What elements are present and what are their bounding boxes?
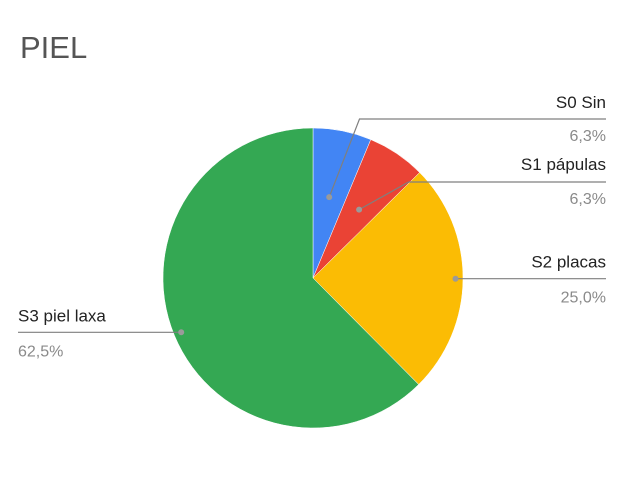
pie-slices [162, 127, 464, 429]
slice-value-s1-papulas: 6,3% [570, 191, 606, 208]
leader-line-s0-sin [328, 118, 606, 198]
slice-value-s3-piel-laxa: 62,5% [18, 343, 63, 360]
slice-value-s2-placas: 25,0% [561, 290, 606, 307]
pie-slice-s3-piel-laxa [162, 127, 420, 429]
leader-dot-s2-placas [452, 275, 459, 282]
leader-dot-s1-papulas [356, 206, 363, 213]
slice-label-s1-papulas: S1 pápulas [521, 155, 606, 174]
leader-lines [18, 118, 606, 336]
slice-value-s0-sin: 6,3% [570, 128, 606, 145]
slice-label-s0-sin: S0 Sin [556, 93, 606, 112]
leader-dot-s3-piel-laxa [178, 329, 185, 336]
leader-dot-s0-sin [326, 194, 333, 201]
leader-line-s1-papulas [358, 181, 606, 211]
slice-label-s3-piel-laxa: S3 piel laxa [18, 306, 106, 325]
slice-label-s2-placas: S2 placas [531, 253, 606, 272]
chart-title: PIEL [20, 30, 87, 65]
slice-labels: S0 Sin 6,3% S1 pápulas 6,3% S2 placas 25,0% S3… [18, 93, 606, 360]
